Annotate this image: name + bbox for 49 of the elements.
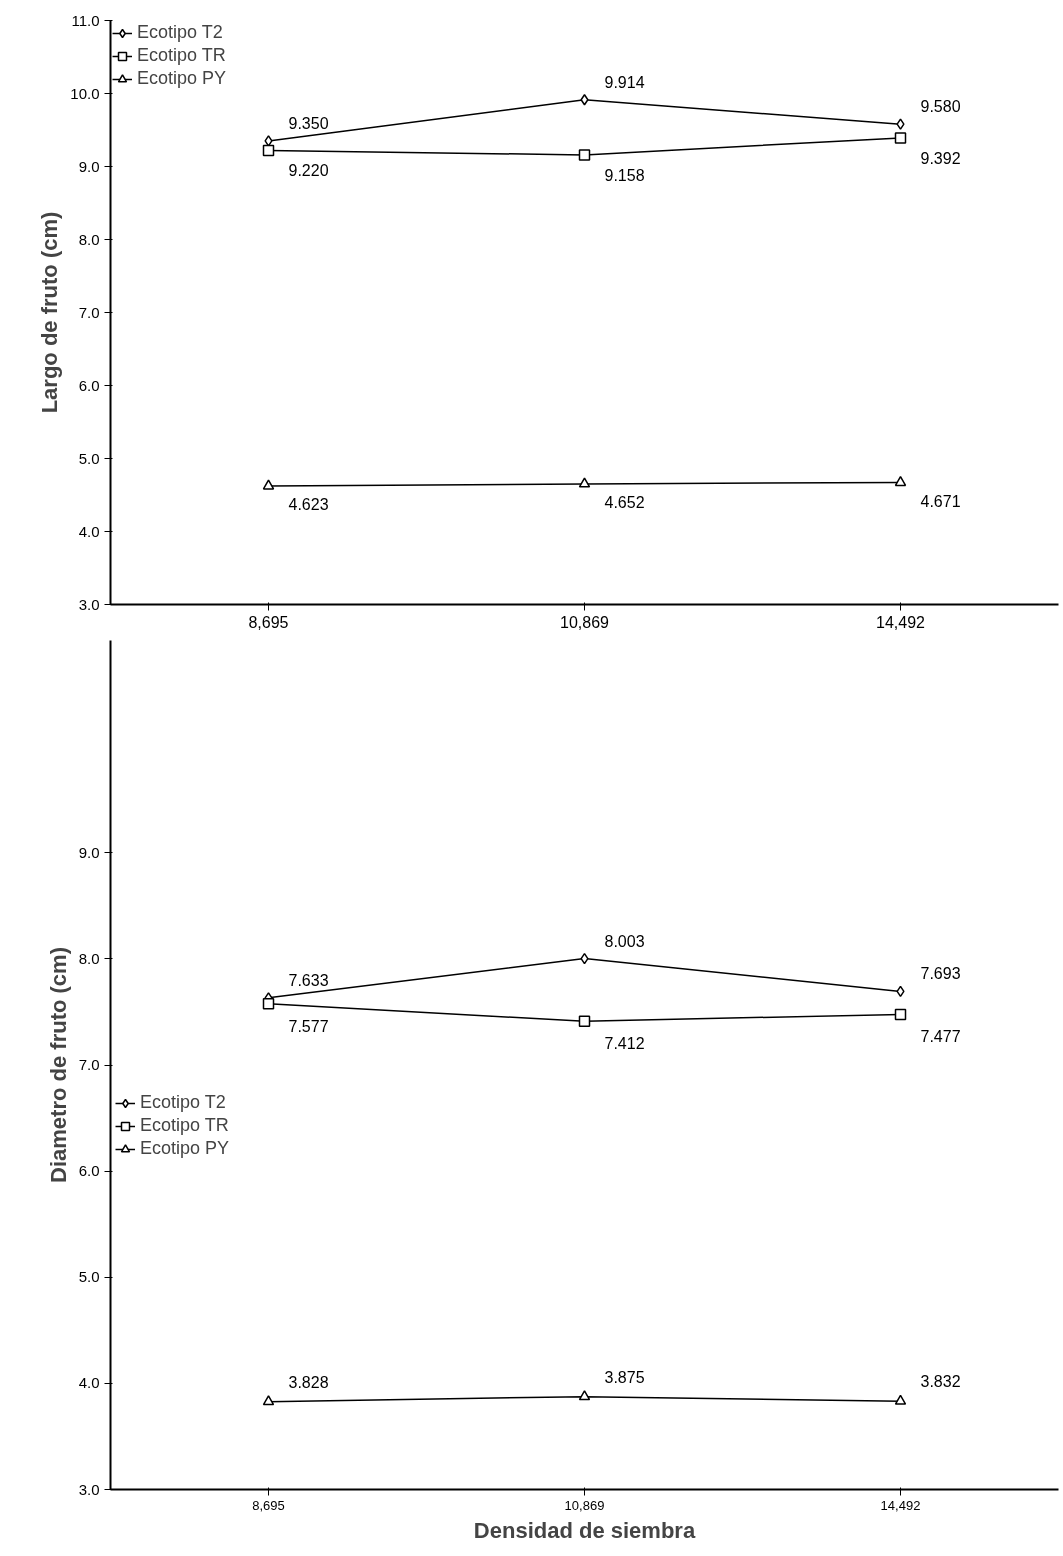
y-tick-label: 6.0 [78,1162,100,1180]
data-label: 9.392 [920,149,961,167]
x-tick-label: 10,869 [560,613,610,631]
data-label: 8.003 [604,932,645,950]
data-label: 9.220 [288,162,329,180]
y-tick-label: 9.0 [78,843,100,861]
y-tick-label: 9.0 [78,157,100,175]
legend-label: Ecotipo TR [137,45,226,66]
y-tick-label: 7.0 [78,303,100,321]
y-tick-label: 3.0 [78,595,100,613]
y-axis-title: Largo de fruto (cm) [37,211,63,414]
x-tick-label: 14,492 [880,1497,921,1513]
y-tick-label: 3.0 [78,1480,100,1498]
data-label: 3.832 [920,1373,961,1391]
legend-label: Ecotipo PY [140,1138,230,1159]
data-label: 4.671 [920,492,961,510]
y-tick-label: 5.0 [78,449,100,467]
y-tick-label: 6.0 [78,376,100,394]
x-tick-label: 10,869 [564,1497,605,1513]
x-axis-title: Densidad de siembra [473,1517,696,1543]
data-label: 4.652 [604,493,645,511]
y-tick-label: 8.0 [78,230,100,248]
data-label: 9.914 [604,73,645,91]
x-tick-label: 8,695 [248,613,289,631]
legend-label: Ecotipo T2 [137,22,223,43]
data-label: 9.580 [920,98,961,116]
y-tick-label: 4.0 [78,522,100,540]
data-label: 7.412 [604,1035,645,1053]
data-label: 3.828 [288,1373,329,1391]
y-tick-label: 4.0 [78,1374,100,1392]
data-label: 7.633 [288,971,329,989]
x-tick-label: 8,695 [252,1497,285,1513]
legend-label: Ecotipo T2 [140,1092,226,1113]
data-label: 3.875 [604,1368,645,1386]
data-label: 7.477 [920,1028,961,1046]
y-tick-label: 5.0 [78,1268,100,1286]
legend-label: Ecotipo TR [140,1115,229,1136]
x-tick-label: 14,492 [876,613,926,631]
data-label: 7.693 [920,965,961,983]
data-label: 7.577 [288,1017,329,1035]
y-tick-label: 11.0 [71,11,100,29]
y-tick-label: 8.0 [78,949,100,967]
data-label: 4.623 [288,496,329,514]
y-tick-label: 7.0 [78,1056,100,1073]
data-label: 9.158 [604,166,645,184]
legend-label: Ecotipo PY [137,68,227,89]
data-label: 9.350 [288,114,329,132]
y-tick-label: 10.0 [70,84,100,102]
y-axis-title: Diametro de fruto (cm) [45,947,71,1183]
